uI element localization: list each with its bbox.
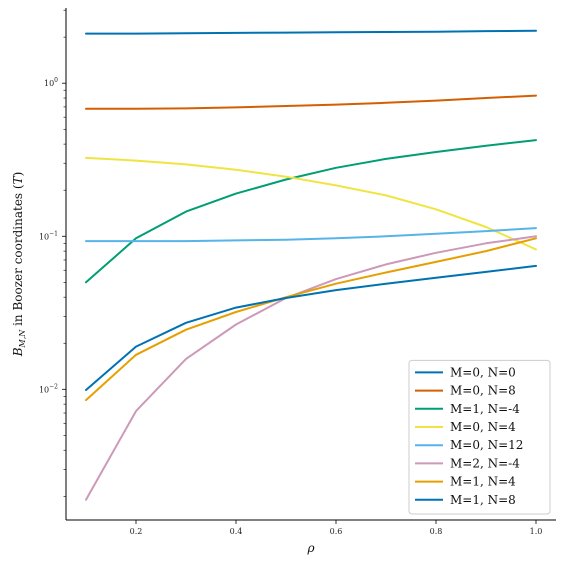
- legend-label: M=0, N=12: [450, 438, 523, 452]
- y-axis-label-unit: T: [11, 175, 25, 184]
- y-axis-label: BM,N in Boozer coordinates (T): [11, 172, 27, 358]
- y-tick-label: 10−2: [39, 383, 58, 394]
- series-line: [85, 237, 537, 402]
- plot-lines: [85, 29, 537, 501]
- series-line: [85, 94, 537, 110]
- y-tick-label: 100: [44, 77, 58, 88]
- legend-label: M=1, N=8: [450, 493, 516, 507]
- legend-label: M=2, N=-4: [450, 456, 520, 470]
- y-ticks: 100 10−1 10−2: [39, 9, 66, 497]
- legend-label: M=0, N=4: [450, 420, 516, 434]
- legend-label: M=0, N=0: [450, 365, 516, 379]
- x-tick-label: 0.2: [130, 527, 143, 536]
- series-line: [85, 156, 537, 251]
- x-tick-label: 0.8: [430, 527, 443, 536]
- y-tick-label: 10−1: [39, 230, 58, 241]
- y-axis-label-symbol: B: [11, 347, 25, 357]
- legend-label: M=1, N=-4: [450, 402, 520, 416]
- y-axis-label-subscript: M,N: [18, 329, 27, 349]
- legend-label: M=0, N=8: [450, 384, 516, 398]
- series-line: [85, 29, 537, 35]
- axes: 0.2 0.4 0.6 0.8 1.0 100 10−1 10−2: [39, 8, 556, 536]
- legend-label: M=1, N=4: [450, 475, 516, 489]
- x-axis-label: ρ: [306, 541, 314, 555]
- x-ticks: 0.2 0.4 0.6 0.8 1.0: [130, 520, 543, 536]
- legend-box: [408, 359, 551, 515]
- series-line: [85, 227, 537, 243]
- series-line: [85, 264, 537, 391]
- series-line: [85, 235, 537, 501]
- y-axis-label-text: in Boozer coordinates (: [11, 184, 25, 329]
- x-tick-label: 0.4: [230, 527, 243, 536]
- series-line: [85, 139, 537, 284]
- legend: M=0, N=0 M=0, N=8 M=1, N=-4 M=0, N=4 M=0, N=…: [408, 359, 551, 515]
- x-tick-label: 0.6: [330, 527, 343, 536]
- x-tick-label: 1.0: [530, 527, 543, 536]
- y-axis-label-close: ): [11, 172, 25, 177]
